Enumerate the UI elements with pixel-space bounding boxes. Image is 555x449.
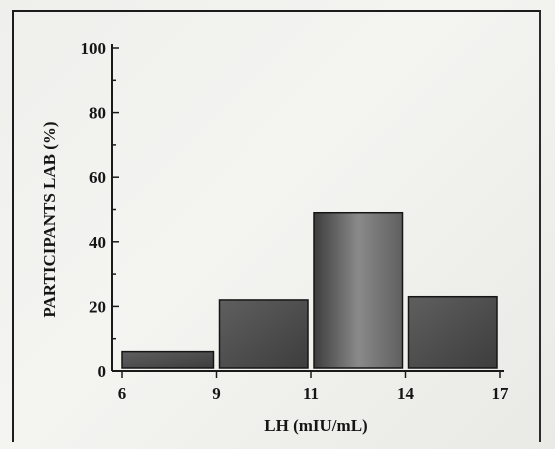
y-tick-label: 20 [89,297,106,316]
bar-0 [121,350,215,369]
bar-3 [407,295,498,369]
bar-2 [313,211,404,369]
x-tick-label: 9 [212,384,221,403]
x-tick-label: 17 [492,384,510,403]
x-tick-label: 11 [303,384,319,403]
bar-1 [218,299,309,369]
figure-frame [12,10,541,442]
y-ticks-group: 0 20 40 60 80 100 [81,39,119,381]
y-tick-label: 40 [89,233,106,252]
x-tick-label: 6 [118,384,127,403]
y-tick-label: 100 [81,39,107,58]
y-axis-title: PARTICIPANTS LAB (%) [40,121,59,317]
y-tick-label: 80 [89,104,106,123]
axes-group [111,44,504,372]
y-tick-label: 0 [98,362,107,381]
x-tick-label: 14 [397,384,415,403]
x-axis-title: LH (mIU/mL) [264,416,367,435]
bars-group [121,211,498,369]
y-tick-label: 60 [89,168,106,187]
x-ticks-group: 6 9 11 14 17 [118,371,509,403]
